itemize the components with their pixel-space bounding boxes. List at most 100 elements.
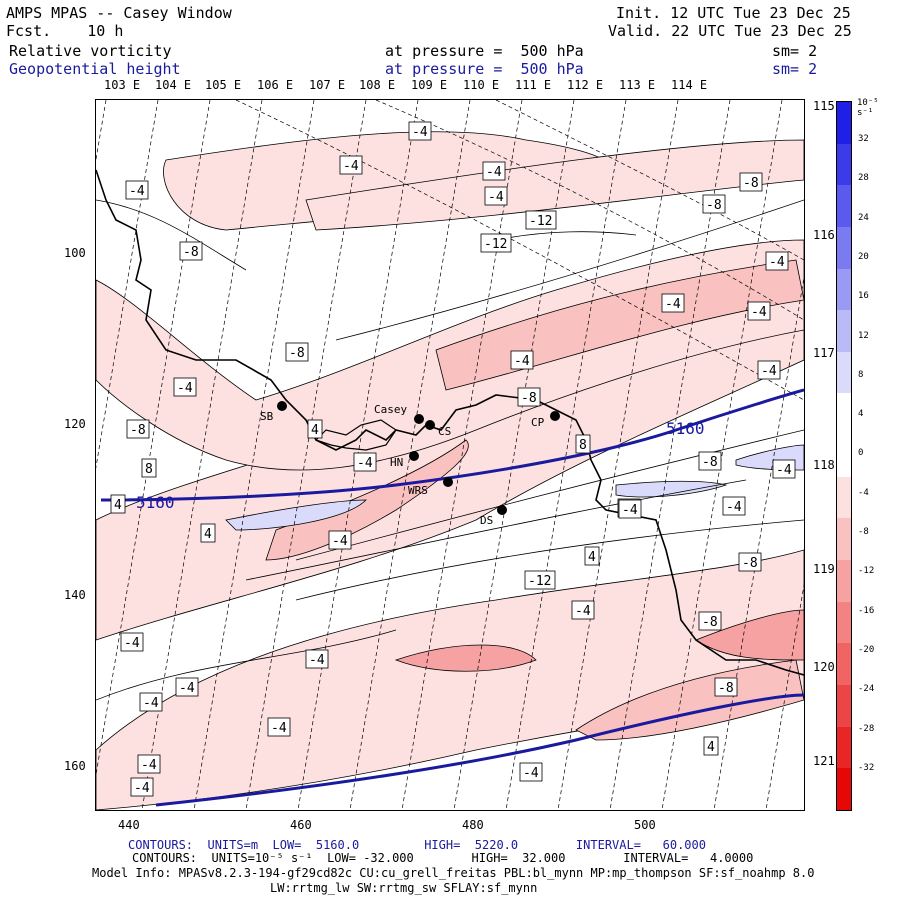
label-text: -4 xyxy=(124,636,140,651)
colorbar-tick-label: -32 xyxy=(858,762,875,773)
vorticity-contour-label: -4 xyxy=(757,360,781,380)
label-text: -8 xyxy=(289,346,305,361)
vorticity-contour-label: -4 xyxy=(747,301,771,321)
vorticity-contour-label: -4 xyxy=(722,496,746,516)
label-text: -4 xyxy=(486,165,502,180)
colorbar-tick-label: 32 xyxy=(858,134,869,144)
colorbar-segment xyxy=(837,435,851,477)
label-box xyxy=(173,377,197,397)
colorbar-tick-label: -4 xyxy=(858,487,869,498)
longitude-line xyxy=(245,100,367,810)
station-label: WRS xyxy=(408,484,428,497)
label-box xyxy=(484,186,508,206)
colorbar-segment xyxy=(837,643,851,685)
label-text: -4 xyxy=(665,297,681,312)
vorticity-contour-label: -4 xyxy=(772,459,796,479)
vorticity-contour-label: -4 xyxy=(267,717,291,737)
colorbar-segment xyxy=(837,684,851,727)
label-text: -8 xyxy=(183,245,199,260)
colorbar-segment xyxy=(837,185,851,227)
contour-line xyxy=(295,519,804,601)
colorbar-tick-label: 16 xyxy=(858,291,869,302)
label-box xyxy=(571,600,595,620)
coastline xyxy=(314,419,397,451)
colorbar-tick-label: -16 xyxy=(858,605,875,616)
vorticity-contour-label: -4 xyxy=(571,600,595,620)
longitude-line xyxy=(96,100,211,777)
longitude-label: 107 E xyxy=(309,78,346,92)
vorticity-contour-label: -4 xyxy=(139,692,163,712)
label-text: -8 xyxy=(702,455,718,470)
station-dot xyxy=(425,420,435,430)
vorticity-contour-label: 4 xyxy=(110,494,126,514)
vorticity-contour-label: -4 xyxy=(519,762,543,782)
label-text: -4 xyxy=(776,463,792,478)
label-box xyxy=(125,180,149,200)
colorbar-segment xyxy=(837,518,851,561)
colorbar-segment xyxy=(837,768,851,810)
vorticity-band xyxy=(615,480,728,498)
label-text: -8 xyxy=(742,556,758,571)
vorticity-contour-label: -4 xyxy=(305,649,329,669)
colorbar xyxy=(836,101,852,811)
height-label: 5160 xyxy=(136,493,175,512)
label-text: -12 xyxy=(529,214,552,229)
station-cs: CS xyxy=(425,420,451,438)
vorticity-contour-label: -8 xyxy=(738,552,762,572)
longitude-label: 106 E xyxy=(257,78,294,92)
contour-line xyxy=(245,479,747,581)
vorticity-contour-label: -8 xyxy=(126,419,150,439)
field2-smoothing: sm= 2 xyxy=(772,60,818,78)
footer-model-info: Model Info: MPASv8.2.3-194-gf29cd82c CU:… xyxy=(92,866,815,880)
station-dot xyxy=(277,401,287,411)
vorticity-contour-label: -4 xyxy=(618,499,642,519)
field2-name: Geopotential height xyxy=(9,60,181,78)
label-text: -8 xyxy=(521,391,537,406)
colorbar-segment xyxy=(837,560,851,602)
label-text: -8 xyxy=(706,198,722,213)
vorticity-contour-label: -4 xyxy=(130,777,154,797)
label-text: -4 xyxy=(751,305,767,320)
height-contour xyxy=(155,693,804,807)
vorticity-contour-label: 8 xyxy=(575,434,591,454)
colorbar-tick-label: -8 xyxy=(858,527,869,537)
vorticity-contour-label: -4 xyxy=(661,293,685,313)
label-box xyxy=(480,233,512,253)
label-text: 8 xyxy=(579,438,587,453)
field1-level: at pressure = 500 hPa xyxy=(385,42,584,60)
label-text: 4 xyxy=(588,550,596,565)
station-label: CS xyxy=(438,425,451,438)
label-text: -8 xyxy=(718,681,734,696)
vorticity-band xyxy=(265,439,469,561)
height-contour-5160 xyxy=(100,388,804,502)
station-sb: SB xyxy=(260,401,287,423)
contour-line xyxy=(295,429,804,561)
label-text: -4 xyxy=(488,190,504,205)
grid-x-label: 500 xyxy=(634,818,656,832)
station-label: SB xyxy=(260,410,274,423)
vorticity-band xyxy=(695,609,804,661)
colorbar-segment xyxy=(837,102,851,144)
colorbar-tick-label: -24 xyxy=(858,684,875,695)
vorticity-contour-label: 4 xyxy=(703,736,719,756)
vorticity-contour-label: -12 xyxy=(525,210,557,230)
label-box xyxy=(714,677,738,697)
vorticity-contour-label: -8 xyxy=(179,241,203,261)
vorticity-contour-label: -4 xyxy=(353,452,377,472)
vorticity-contour-label: -4 xyxy=(175,677,199,697)
station-cp: CP xyxy=(531,411,560,429)
longitude-label: 113 E xyxy=(619,78,656,92)
grid-x-label: 440 xyxy=(118,818,140,832)
vorticity-contour-label: -4 xyxy=(328,530,352,550)
longitude-label: 104 E xyxy=(155,78,192,92)
label-box xyxy=(139,692,163,712)
label-box xyxy=(584,546,600,566)
vorticity-contour-label: 4 xyxy=(307,419,323,439)
longitude-label: 103 E xyxy=(104,78,141,92)
station-label: HN xyxy=(390,456,403,469)
longitude-label: 105 E xyxy=(205,78,242,92)
label-text: -4 xyxy=(357,456,373,471)
station-wrs: WRS xyxy=(408,477,453,497)
label-box xyxy=(482,161,506,181)
contour-line xyxy=(96,199,247,271)
